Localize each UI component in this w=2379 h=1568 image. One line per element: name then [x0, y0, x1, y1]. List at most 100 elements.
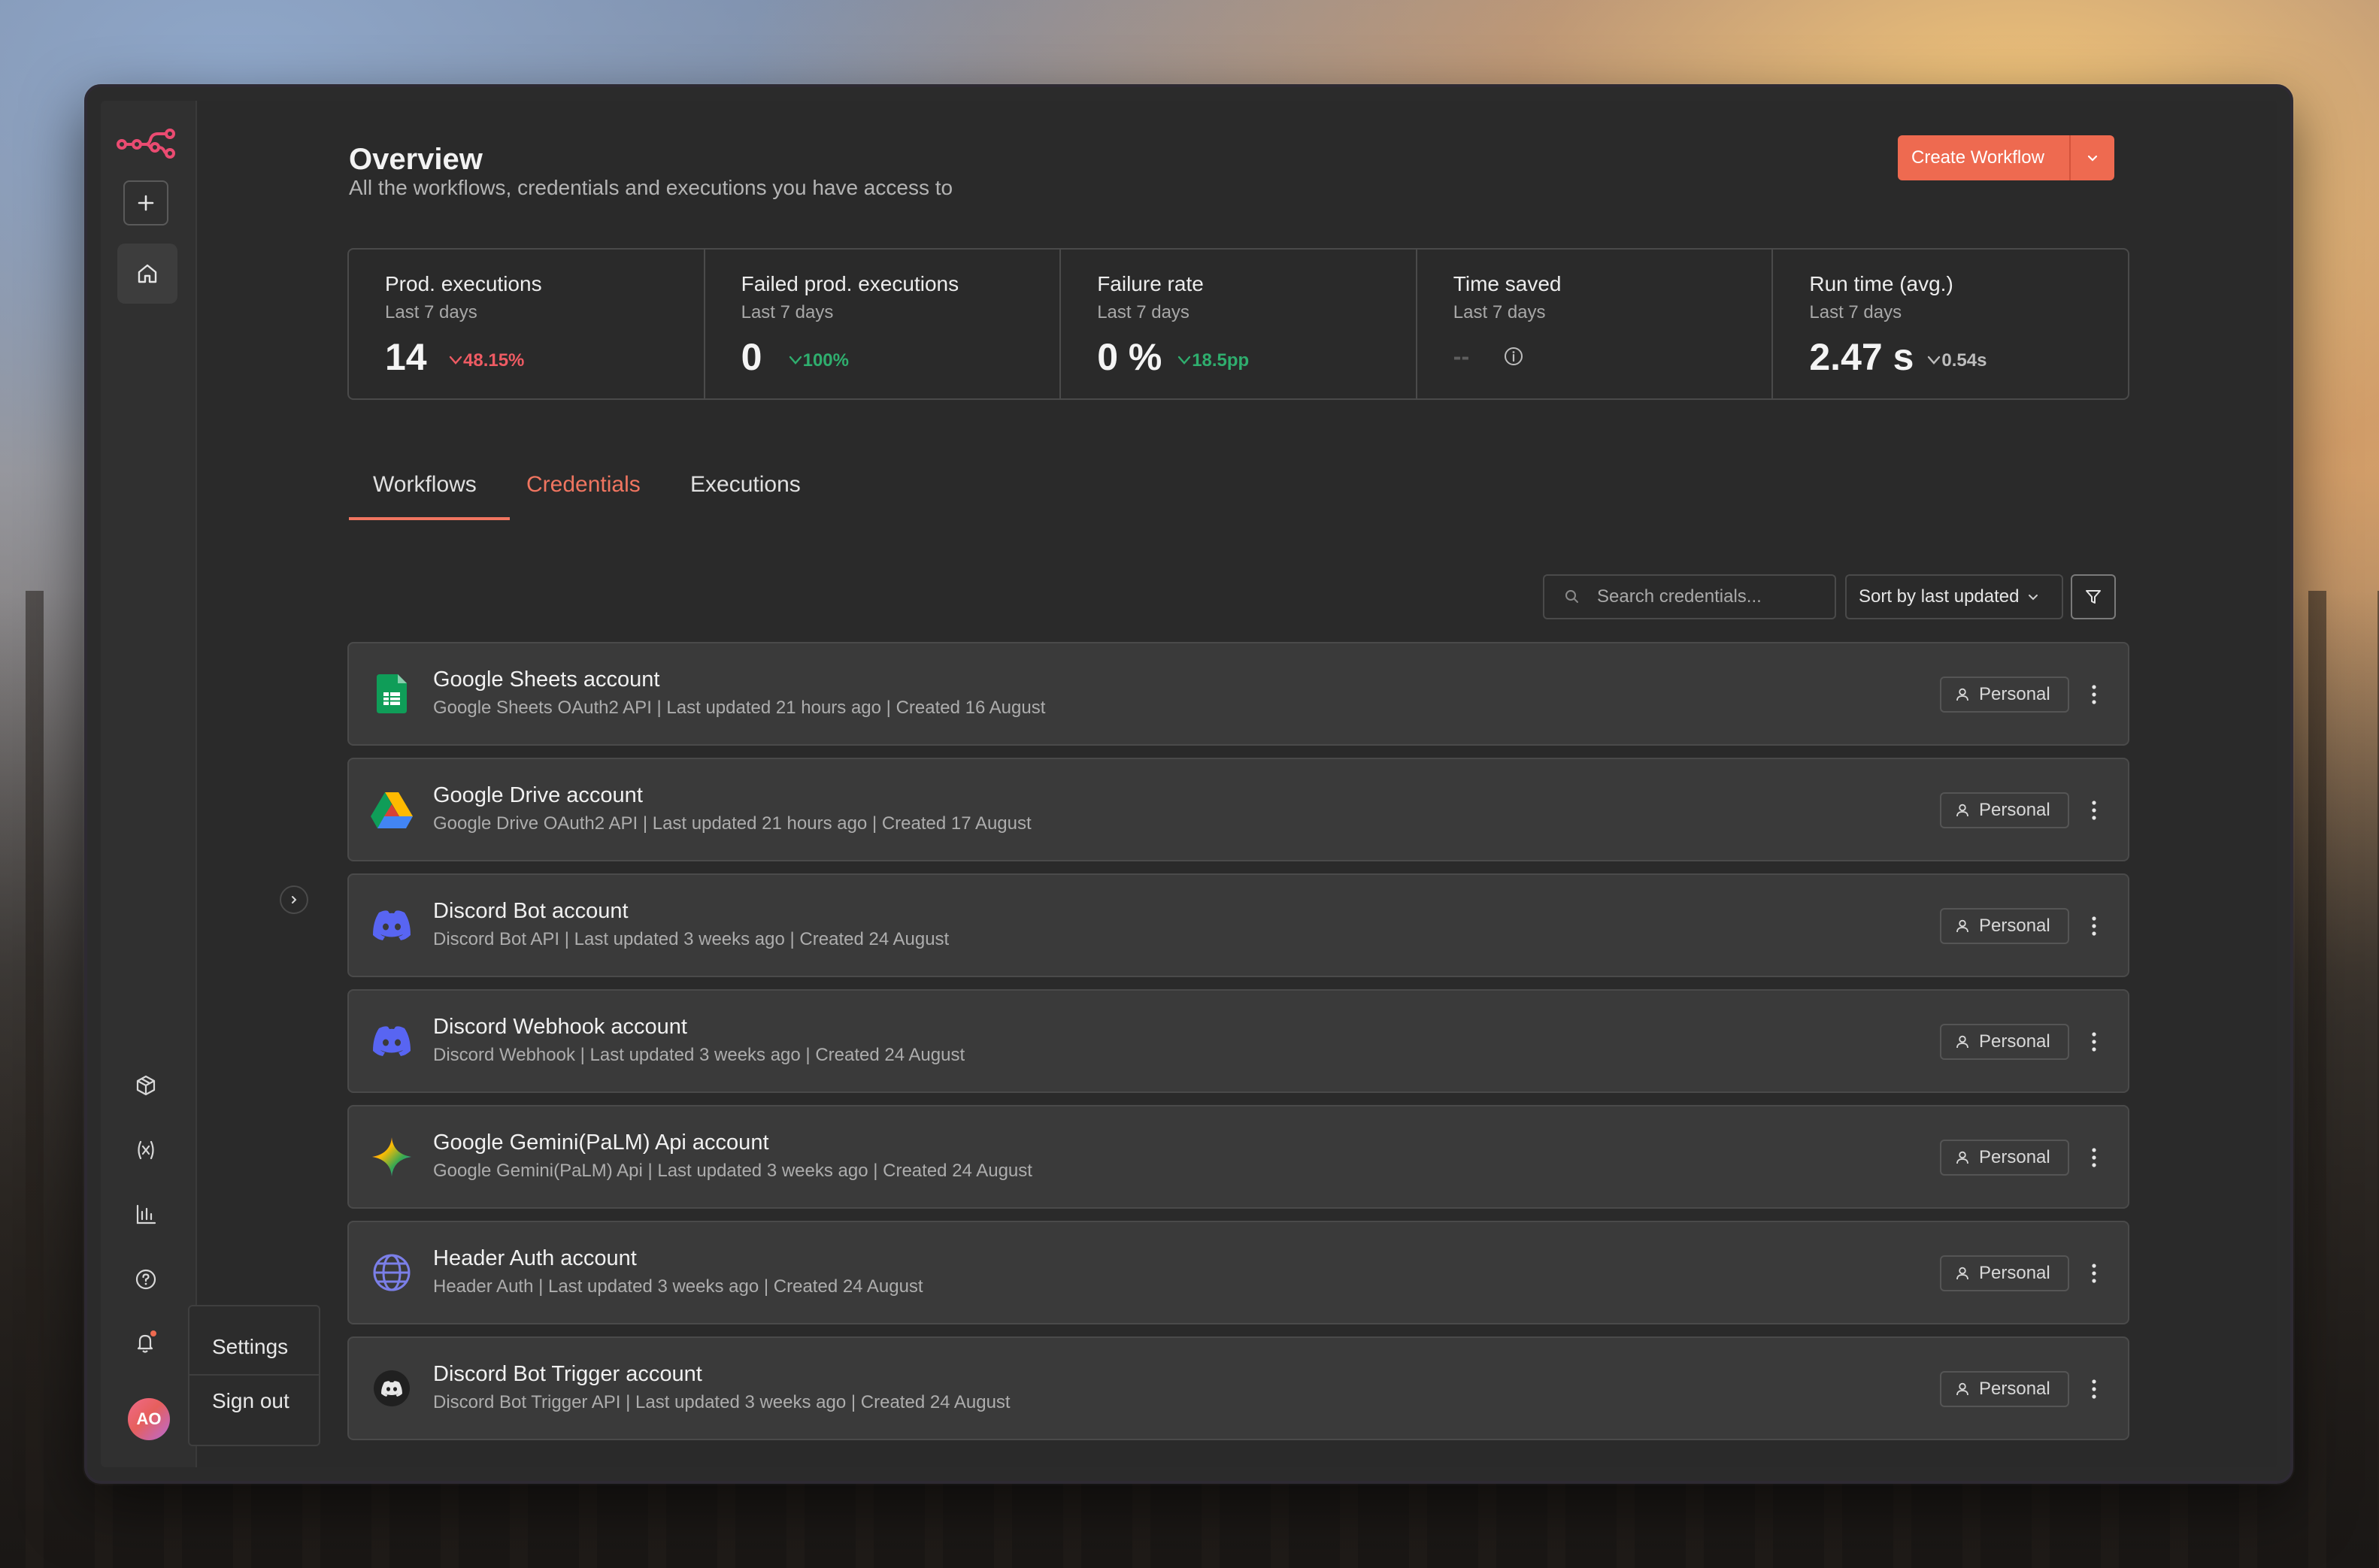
filter-button[interactable]: [2071, 574, 2116, 619]
credential-row[interactable]: Discord Bot account Discord Bot API | La…: [347, 873, 2129, 977]
sign-out-menu-item[interactable]: Sign out: [212, 1389, 289, 1412]
kebab-menu-icon: [2092, 1264, 2096, 1283]
google-sheets-icon: [370, 672, 414, 716]
more-options-button[interactable]: [2083, 1143, 2105, 1173]
credential-name: Header Auth account: [433, 1246, 637, 1270]
stat-delta: 0.54s: [1926, 350, 1987, 371]
more-options-button[interactable]: [2083, 1374, 2105, 1404]
sidebar-item-home[interactable]: [117, 244, 177, 304]
credential-name: Google Gemini(PaLM) Api account: [433, 1131, 769, 1155]
more-options-button[interactable]: [2083, 795, 2105, 825]
owner-badge: Personal: [1940, 1140, 2069, 1176]
add-button[interactable]: [123, 180, 168, 226]
stats-summary: Prod. executions Last 7 days 14 48.15% F…: [347, 248, 2129, 400]
sidebar-item-templates[interactable]: [131, 1070, 161, 1100]
bell-icon: [137, 1330, 156, 1353]
trend-down-icon: [449, 356, 462, 365]
stat-time-saved[interactable]: Time saved Last 7 days --: [1417, 250, 1774, 398]
stat-title: Failure rate: [1097, 272, 1204, 295]
app-window: AO Settings Sign out Overview All the wo…: [84, 84, 2293, 1484]
owner-label: Personal: [1979, 684, 2050, 704]
credential-row[interactable]: Header Auth account Header Auth | Last u…: [347, 1221, 2129, 1324]
credential-row[interactable]: Discord Webhook account Discord Webhook …: [347, 989, 2129, 1093]
owner-badge: Personal: [1940, 1024, 2069, 1060]
credential-meta: Discord Webhook | Last updated 3 weeks a…: [433, 1045, 965, 1065]
credential-meta: Header Auth | Last updated 3 weeks ago |…: [433, 1276, 923, 1297]
create-dropdown-toggle[interactable]: [2071, 150, 2114, 165]
user-icon: [1956, 688, 1968, 701]
stat-value: 0: [741, 336, 762, 378]
chevron-right-icon: [292, 896, 297, 904]
stat-failed-prod-executions[interactable]: Failed prod. executions Last 7 days 0 10…: [705, 250, 1062, 398]
globe-icon: [370, 1251, 414, 1294]
sidebar-item-variables[interactable]: [131, 1135, 161, 1165]
trend-down-icon: [1928, 356, 1941, 365]
stat-prod-executions[interactable]: Prod. executions Last 7 days 14 48.15%: [349, 250, 705, 398]
box-icon: [136, 1075, 156, 1096]
credential-name: Google Sheets account: [433, 667, 660, 692]
more-options-button[interactable]: [2083, 1258, 2105, 1288]
stat-run-time[interactable]: Run time (avg.) Last 7 days 2.47 s 0.54s: [1773, 250, 2128, 398]
stat-delta: 48.15%: [448, 350, 524, 371]
credential-name: Discord Bot Trigger account: [433, 1362, 702, 1386]
credential-row[interactable]: Discord Bot Trigger account Discord Bot …: [347, 1336, 2129, 1440]
credentials-list: Google Sheets account Google Sheets OAut…: [347, 642, 2129, 1452]
search-input[interactable]: Search credentials...: [1543, 574, 1836, 619]
bar-chart-icon: [136, 1204, 156, 1224]
discord-dark-icon: [370, 1367, 414, 1410]
settings-menu-item[interactable]: Settings: [212, 1335, 289, 1358]
help-icon: [135, 1269, 156, 1290]
user-icon: [1956, 1382, 1968, 1396]
create-workflow-label[interactable]: Create Workflow: [1911, 147, 2044, 168]
sidebar-item-help[interactable]: [131, 1264, 161, 1294]
more-options-button[interactable]: [2083, 911, 2105, 941]
credential-meta: Google Sheets OAuth2 API | Last updated …: [433, 698, 1046, 718]
owner-label: Personal: [1979, 800, 2050, 820]
tab-workflows[interactable]: Workflows: [373, 472, 477, 497]
menu-divider: [189, 1374, 319, 1376]
user-icon: [1956, 804, 1968, 817]
active-tab-indicator: [349, 517, 510, 520]
sidebar: AO: [101, 101, 197, 1467]
stat-period: Last 7 days: [1097, 302, 1190, 322]
info-button[interactable]: [1503, 346, 1524, 372]
chevron-down-icon: [2029, 595, 2038, 601]
credential-name: Discord Bot account: [433, 899, 629, 923]
stat-delta: 18.5pp: [1177, 350, 1249, 371]
stat-failure-rate[interactable]: Failure rate Last 7 days 0 % 18.5pp: [1061, 250, 1417, 398]
stat-value: --: [1453, 343, 1470, 370]
search-placeholder: Search credentials...: [1597, 586, 1762, 607]
stat-delta-value: 48.15%: [463, 350, 525, 371]
credential-meta: Discord Bot API | Last updated 3 weeks a…: [433, 929, 950, 949]
sidebar-collapse-button[interactable]: [280, 885, 308, 914]
credential-row[interactable]: Google Sheets account Google Sheets OAut…: [347, 642, 2129, 746]
tab-executions[interactable]: Executions: [690, 472, 801, 497]
credential-row[interactable]: Google Gemini(PaLM) Api account Google G…: [347, 1105, 2129, 1209]
more-options-button[interactable]: [2083, 680, 2105, 710]
kebab-menu-icon: [2092, 1379, 2096, 1399]
stat-period: Last 7 days: [1809, 302, 1902, 322]
owner-label: Personal: [1979, 916, 2050, 936]
credential-row[interactable]: Google Drive account Google Drive OAuth2…: [347, 758, 2129, 861]
stat-title: Time saved: [1453, 272, 1562, 295]
user-menu: Settings Sign out: [188, 1305, 320, 1446]
kebab-menu-icon: [2092, 1148, 2096, 1167]
sidebar-item-insights[interactable]: [131, 1200, 161, 1230]
stat-delta-value: 18.5pp: [1192, 350, 1250, 371]
sort-select[interactable]: Sort by last updated: [1845, 574, 2063, 619]
user-icon: [1956, 1035, 1968, 1049]
more-options-button[interactable]: [2083, 1027, 2105, 1057]
n8n-logo[interactable]: [116, 125, 176, 162]
sort-label: Sort by last updated: [1859, 586, 2020, 607]
owner-badge: Personal: [1940, 1255, 2069, 1291]
sidebar-item-notifications[interactable]: [131, 1327, 161, 1358]
tab-credentials[interactable]: Credentials: [526, 472, 641, 497]
variables-icon: [138, 1140, 154, 1160]
create-workflow-button[interactable]: Create Workflow: [1898, 135, 2114, 180]
stat-period: Last 7 days: [385, 302, 477, 322]
user-icon: [1956, 1267, 1968, 1280]
avatar[interactable]: AO: [128, 1398, 170, 1440]
stat-value: 14: [385, 336, 427, 378]
stat-delta-value: 0.54s: [1941, 350, 1987, 371]
owner-badge: Personal: [1940, 908, 2069, 944]
